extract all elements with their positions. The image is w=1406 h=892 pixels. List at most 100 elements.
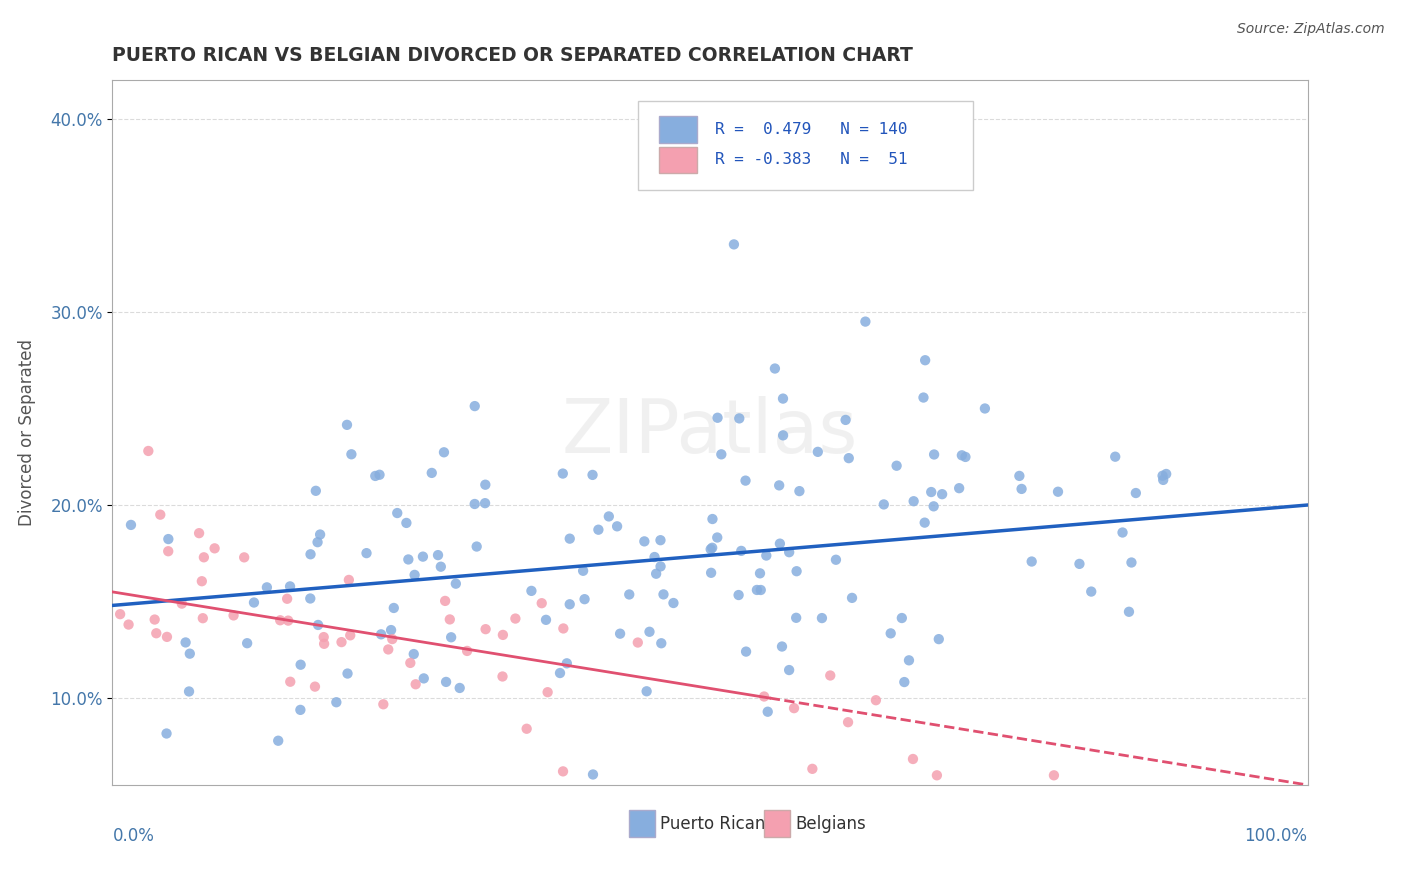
FancyBboxPatch shape xyxy=(628,810,655,837)
Point xyxy=(337,573,360,587)
Point xyxy=(1046,484,1069,499)
Point xyxy=(548,666,571,681)
Point xyxy=(204,541,226,556)
Text: Belgians: Belgians xyxy=(794,814,866,833)
Point xyxy=(1008,469,1031,483)
Point xyxy=(157,544,180,558)
Point xyxy=(412,672,434,686)
Point xyxy=(820,668,842,682)
Point xyxy=(650,636,672,650)
Point xyxy=(734,474,756,488)
Point xyxy=(177,684,200,698)
FancyBboxPatch shape xyxy=(658,146,697,173)
Point xyxy=(778,663,800,677)
Point xyxy=(581,467,603,482)
Point xyxy=(464,497,486,511)
Point xyxy=(149,508,172,522)
Point xyxy=(193,550,215,565)
Point xyxy=(551,467,574,481)
Point xyxy=(492,628,515,642)
Point xyxy=(551,764,574,779)
Point xyxy=(768,478,790,492)
Point xyxy=(474,477,496,491)
Point xyxy=(769,536,792,550)
Point xyxy=(278,579,301,593)
Point xyxy=(837,715,859,730)
Point xyxy=(914,353,936,368)
Point xyxy=(855,315,877,329)
Text: R = -0.383   N =  51: R = -0.383 N = 51 xyxy=(714,153,907,168)
Point xyxy=(222,608,245,623)
Point xyxy=(644,549,666,564)
Point xyxy=(456,644,478,658)
Point xyxy=(772,392,794,406)
Point xyxy=(662,596,685,610)
Point xyxy=(922,500,945,514)
Point xyxy=(1080,584,1102,599)
Point xyxy=(553,622,575,636)
Point xyxy=(727,588,749,602)
Point xyxy=(588,523,610,537)
Point xyxy=(278,674,301,689)
Point xyxy=(807,445,830,459)
Point xyxy=(749,582,772,597)
Point xyxy=(339,628,361,642)
Point xyxy=(745,582,768,597)
Point xyxy=(243,595,266,609)
Point xyxy=(838,451,860,466)
Point xyxy=(299,591,322,606)
Point xyxy=(700,566,723,580)
Point xyxy=(370,627,392,641)
Text: Source: ZipAtlas.com: Source: ZipAtlas.com xyxy=(1237,22,1385,37)
Point xyxy=(1043,768,1066,782)
Point xyxy=(267,733,290,747)
Point xyxy=(356,546,378,560)
Point xyxy=(380,623,402,637)
Point xyxy=(903,494,925,508)
Point xyxy=(752,690,775,704)
Point xyxy=(702,512,724,526)
Point xyxy=(516,722,538,736)
Point xyxy=(1118,605,1140,619)
Point xyxy=(723,237,745,252)
Point xyxy=(912,391,935,405)
Point xyxy=(382,601,405,615)
Point xyxy=(368,467,391,482)
Point xyxy=(117,617,139,632)
Point xyxy=(735,644,758,658)
Point xyxy=(444,576,467,591)
Point xyxy=(304,680,326,694)
Point xyxy=(276,591,298,606)
Text: PUERTO RICAN VS BELGIAN DIVORCED OR SEPARATED CORRELATION CHART: PUERTO RICAN VS BELGIAN DIVORCED OR SEPA… xyxy=(112,45,914,65)
Point xyxy=(336,666,359,681)
Point xyxy=(170,597,193,611)
Point xyxy=(405,677,427,691)
Point xyxy=(955,450,977,464)
Point xyxy=(619,587,641,601)
Point xyxy=(530,596,553,610)
Point xyxy=(730,544,752,558)
Point xyxy=(1069,557,1091,571)
Point xyxy=(778,545,800,559)
Point xyxy=(633,534,655,549)
Point xyxy=(763,361,786,376)
Point xyxy=(627,635,650,649)
Point xyxy=(931,487,953,501)
Point xyxy=(156,630,179,644)
Point xyxy=(399,656,422,670)
Point xyxy=(1152,473,1174,487)
Point xyxy=(256,580,278,594)
Point xyxy=(307,535,329,549)
Point xyxy=(1104,450,1126,464)
Point xyxy=(783,701,806,715)
Text: ZIPatlas: ZIPatlas xyxy=(562,396,858,469)
Point xyxy=(789,484,811,499)
Point xyxy=(950,448,973,462)
Point xyxy=(1111,525,1133,540)
Point xyxy=(699,542,721,557)
Text: 0.0%: 0.0% xyxy=(112,827,155,846)
Point xyxy=(236,636,259,650)
Point xyxy=(145,626,167,640)
Point xyxy=(650,533,672,548)
Point xyxy=(801,762,824,776)
